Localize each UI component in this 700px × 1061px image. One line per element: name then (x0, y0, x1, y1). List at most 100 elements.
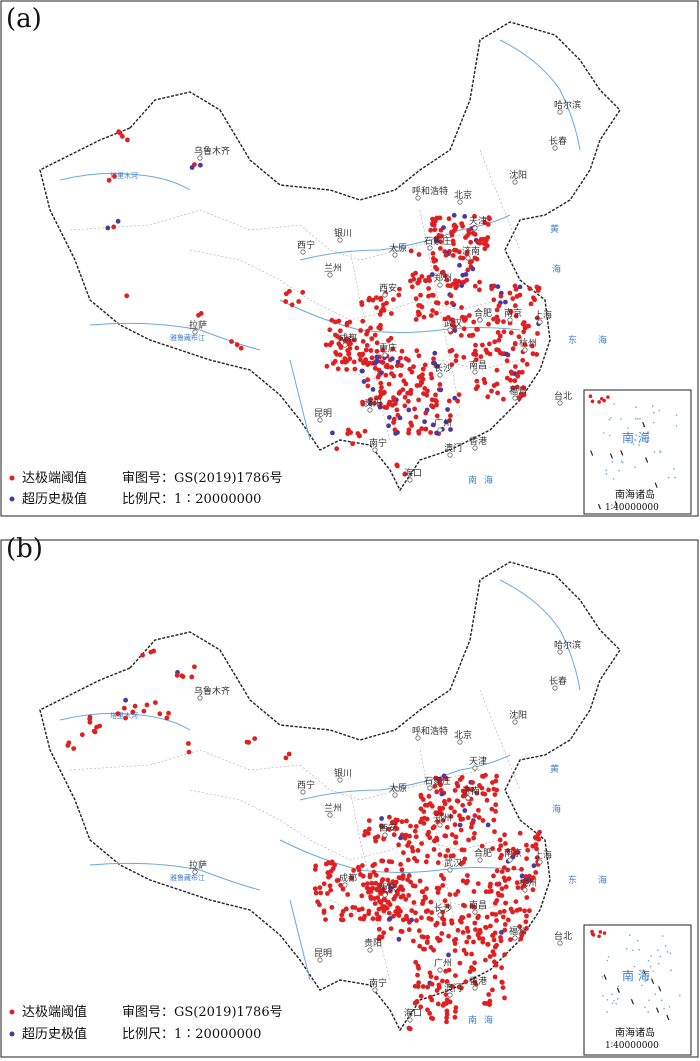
map-panel-a: 塔里木河 雅鲁藏布江 乌鲁木齐 哈尔滨 长春 沈阳 呼和浩特 北京 天津 银川 西宁 兰州 西安 郑州… (0, 0, 700, 530)
extreme-threshold-dot (492, 900, 498, 906)
extreme-threshold-dot (520, 930, 526, 935)
historical-extreme-dot (432, 350, 438, 356)
extreme-threshold-dot (411, 938, 416, 944)
extreme-threshold-dot (403, 832, 409, 838)
island-mark (632, 443, 635, 445)
extreme-threshold-dot (399, 348, 405, 354)
extreme-threshold-dot (431, 256, 436, 261)
city-marker (300, 249, 306, 255)
extreme-threshold-dot (534, 846, 539, 852)
extreme-threshold-dot (435, 810, 440, 816)
extreme-threshold-dot (426, 286, 431, 291)
extreme-threshold-dot (449, 362, 455, 367)
extreme-threshold-dot (465, 233, 470, 239)
extreme-threshold-dot (503, 841, 508, 846)
extreme-threshold-dot (380, 347, 386, 353)
extreme-threshold-dot (464, 785, 469, 791)
island-mark (635, 406, 637, 409)
extreme-threshold-dot (513, 303, 518, 309)
city-label: 石家庄 (424, 775, 451, 787)
extreme-threshold-dot (419, 915, 424, 921)
extreme-threshold-dot (444, 979, 450, 984)
island-mark (647, 431, 649, 433)
extreme-threshold-dot (386, 826, 391, 832)
city-marker (457, 199, 463, 205)
extreme-threshold-dot (338, 917, 344, 922)
extreme-threshold-dot (497, 909, 503, 915)
extreme-threshold-dot (360, 339, 366, 344)
extreme-threshold-dot (472, 831, 477, 836)
historical-extreme-dot (388, 885, 393, 891)
extreme-threshold-dot (425, 984, 431, 990)
historical-extreme-dot (446, 952, 451, 958)
extreme-threshold-dot (491, 873, 496, 879)
historical-extreme-dot (397, 415, 403, 421)
city-label: 兰州 (324, 262, 342, 274)
historical-extreme-dot (430, 422, 436, 428)
country-outline (39, 21, 621, 492)
extreme-threshold-dot (422, 362, 428, 368)
extreme-threshold-dot (337, 328, 343, 334)
historical-extreme-dot (434, 430, 439, 436)
extreme-threshold-dot (516, 370, 522, 375)
extreme-threshold-dot (356, 867, 362, 873)
city-label: 银川 (334, 227, 352, 239)
city-label: 重庆 (379, 882, 397, 894)
city-label: 南宁 (369, 437, 387, 449)
extreme-threshold-dot (453, 1005, 459, 1011)
extreme-threshold-dot (448, 283, 453, 289)
extreme-threshold-dot (123, 715, 128, 721)
dash-line-mark (645, 457, 649, 463)
extreme-threshold-dot (492, 974, 498, 980)
extreme-threshold-dot (286, 751, 292, 757)
extreme-threshold-dot (477, 240, 483, 246)
extreme-threshold-dot (148, 649, 154, 655)
extreme-threshold-dot (358, 916, 363, 921)
island-mark (606, 959, 609, 962)
extreme-threshold-dot (381, 307, 387, 313)
historical-extreme-dot (504, 351, 509, 357)
country-outline (39, 561, 621, 1032)
historical-extreme-dot (386, 423, 391, 429)
historical-extreme-dot (429, 272, 435, 277)
extreme-threshold-dot (420, 984, 426, 989)
city-marker (437, 427, 443, 433)
extreme-threshold-dot (434, 310, 439, 316)
island-mark (649, 965, 652, 968)
extreme-threshold-dot (456, 249, 462, 255)
rivers (59, 579, 581, 981)
extreme-threshold-dot (416, 252, 422, 257)
extreme-threshold-dot (416, 429, 421, 434)
extreme-threshold-dot (376, 906, 382, 912)
extreme-threshold-dot (327, 342, 333, 348)
extreme-threshold-dot (229, 339, 234, 344)
extreme-threshold-dot (471, 319, 477, 325)
extreme-threshold-dot (356, 433, 362, 439)
extreme-threshold-dot (449, 300, 455, 306)
extreme-threshold-dot (410, 848, 416, 854)
extreme-threshold-dot (477, 279, 482, 285)
extreme-threshold-dot (420, 898, 426, 904)
extreme-threshold-dot (404, 818, 409, 824)
sea-label: 海 (552, 803, 561, 815)
island-mark (663, 1007, 665, 1010)
historical-extreme-dot (379, 816, 384, 821)
extreme-threshold-dot (283, 755, 289, 761)
sea-label: 黄 (550, 763, 559, 775)
extreme-threshold-dot (433, 300, 439, 305)
extreme-threshold-dot (527, 908, 532, 914)
extreme-threshold-dot (444, 300, 450, 306)
extreme-threshold-dot (400, 387, 406, 392)
extreme-threshold-dot (472, 283, 478, 289)
extreme-threshold-dot (405, 857, 411, 863)
island-mark (634, 438, 636, 441)
city-label: 广州 (434, 957, 452, 969)
extreme-threshold-dot (473, 357, 479, 362)
extreme-threshold-dot (501, 319, 506, 325)
extreme-threshold-dot (440, 818, 446, 823)
extreme-threshold-dot (397, 286, 402, 292)
extreme-threshold-dot (429, 397, 435, 403)
extreme-threshold-dot (510, 346, 516, 352)
extreme-threshold-dot (378, 322, 383, 328)
extreme-threshold-dot (508, 937, 513, 942)
